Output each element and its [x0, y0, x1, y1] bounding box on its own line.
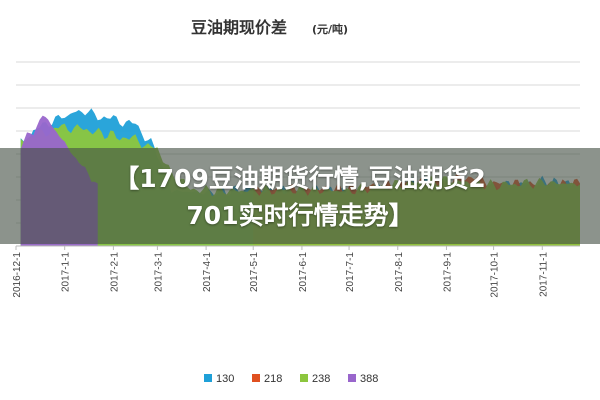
legend-swatch-238 [300, 374, 308, 382]
legend-label-238: 238 [312, 373, 330, 385]
x-tick-label: 2017-2-1 [109, 252, 120, 292]
caption-line-1: 【1709豆油期货行情,豆油期货2 [114, 164, 486, 193]
x-tick-label: 2017-1-1 [61, 252, 72, 292]
x-tick-label: 2017-4-1 [202, 252, 213, 292]
legend-label-130: 130 [216, 373, 234, 385]
x-tick-label: 2017-6-1 [298, 252, 309, 292]
x-tick-label: 2017-8-1 [394, 252, 405, 292]
x-axis: 2016-12-1 2017-1-1 2017-2-1 2017-3-1 2017-4-… [12, 245, 580, 298]
x-tick-label: 2017-3-1 [153, 252, 164, 292]
legend-label-218: 218 [264, 373, 282, 385]
legend-swatch-388 [348, 374, 356, 382]
x-tick-label: 2017-11-1 [538, 252, 549, 297]
x-tick-label: 2017-10-1 [490, 252, 501, 298]
x-tick-label: 2016-12-1 [12, 252, 23, 298]
chart-title: 豆油期现价差 [191, 18, 287, 37]
legend-swatch-130 [204, 374, 212, 382]
chart-title-unit: (元/吨) [312, 22, 348, 36]
caption-line-2: 701实时行情走势】 [186, 201, 414, 230]
legend: 130 218 238 388 [204, 373, 378, 385]
legend-swatch-218 [252, 374, 260, 382]
x-tick-label: 2017-5-1 [249, 252, 260, 292]
caption-text: 【1709豆油期货行情,豆油期货2 701实时行情走势】 [0, 160, 600, 234]
x-tick-label: 2017-9-1 [442, 252, 453, 292]
x-tick-label: 2017-7-1 [345, 252, 356, 292]
legend-label-388: 388 [360, 373, 378, 385]
caption-band [0, 148, 600, 244]
